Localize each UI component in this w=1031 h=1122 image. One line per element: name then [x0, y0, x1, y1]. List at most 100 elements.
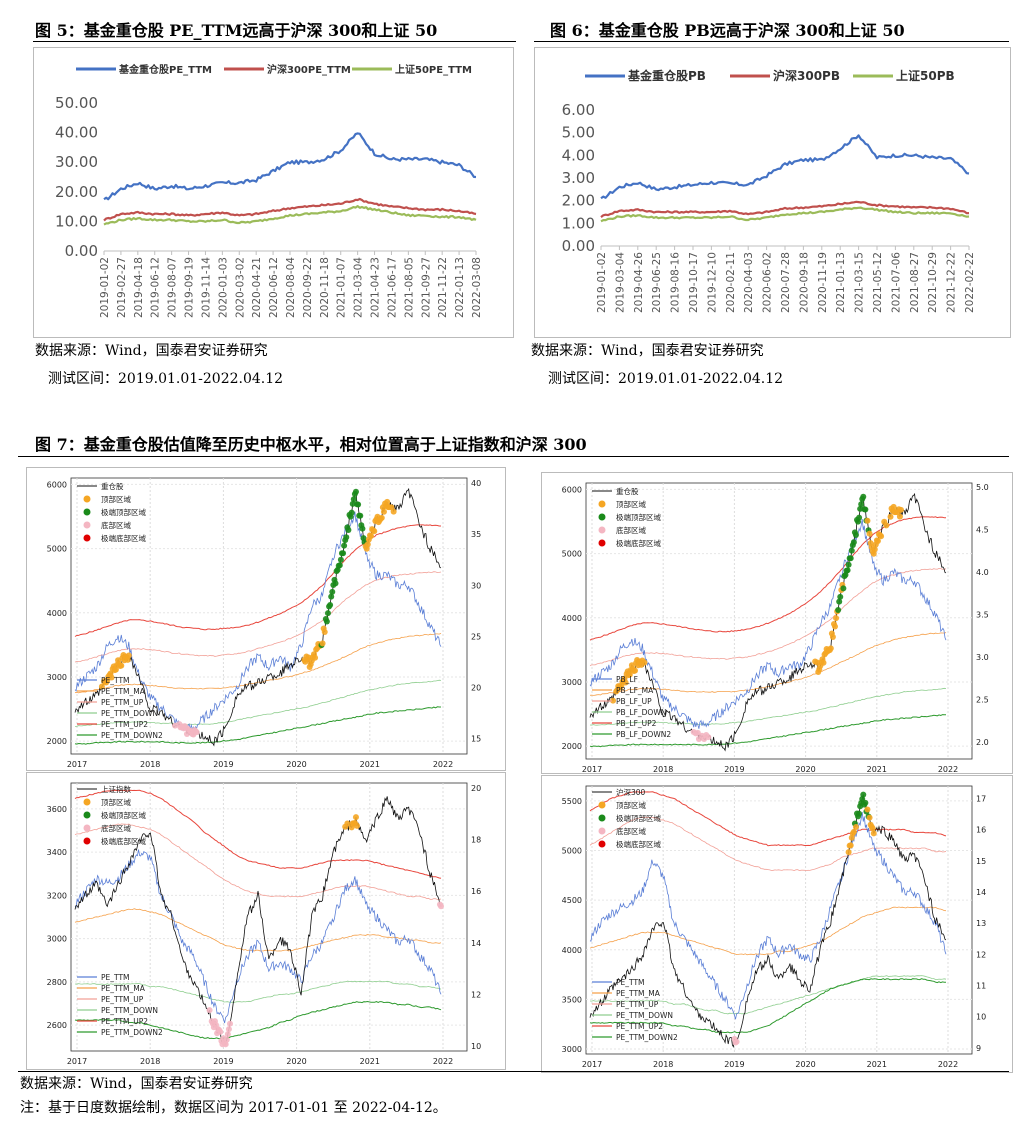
x-tick-label: 2022	[938, 1060, 958, 1069]
fig7-hs300-chart: 2017 2018 2019 2020 2021 2022 5500 5000 4500 4000…	[562, 785, 986, 1069]
legend-region-swatch	[598, 840, 606, 848]
extreme-top-marker	[844, 567, 851, 574]
y-tick-label: 2.00	[562, 192, 595, 210]
legend-region-swatch	[598, 513, 606, 521]
y-left-tick-label: 2000	[562, 742, 582, 751]
y-right-tick-label: 16	[471, 887, 481, 896]
x-tick-label: 2020-11-18	[319, 257, 331, 318]
fig5-source: 数据来源：Wind，国泰君安证券研究	[35, 343, 268, 359]
band-up-line	[74, 823, 442, 900]
x-tick-label: 2021-01-07	[336, 257, 348, 318]
y-right-tick-label: 2.5	[976, 696, 989, 705]
x-tick-label: 2021-03-15	[854, 252, 866, 313]
y-tick-label: 4.00	[562, 146, 595, 164]
top-marker	[354, 822, 361, 829]
plot-frame	[70, 477, 468, 755]
legend-region-swatch	[598, 500, 606, 508]
legend-region-swatch	[83, 521, 91, 529]
bottom-marker	[694, 729, 701, 736]
series-line-0	[103, 132, 477, 201]
series-line-2	[600, 206, 970, 223]
band-up2-line	[589, 516, 946, 641]
legend-label-1: 沪深300PB	[773, 68, 840, 83]
y-tick-label: 5.00	[562, 124, 595, 142]
x-tick-label: 2018	[653, 765, 673, 773]
y-left-tick-label: 3000	[562, 1045, 582, 1054]
y-left-tick-label: 5000	[47, 545, 67, 554]
x-tick-label: 2019-01-02	[596, 252, 608, 313]
legend-top-label: 重仓股	[101, 481, 124, 491]
legend: 基金重仓股PB 沪深300PB 上证50PB	[585, 68, 955, 83]
legend-region-swatch	[83, 824, 91, 832]
y-left-tick-label: 3200	[47, 891, 67, 900]
region-markers	[98, 488, 397, 738]
legend-bottom-label: PB_LF_UP	[616, 697, 652, 706]
region-markers	[206, 814, 444, 1048]
legend-bottom-label: PE_TTM_UP	[101, 995, 144, 1004]
x-tick-label: 2020-03-02	[234, 257, 246, 318]
valuation-line	[74, 849, 442, 1024]
top-marker	[883, 522, 890, 529]
y-right-tick-label: 25	[471, 632, 481, 641]
top-marker	[829, 634, 836, 641]
top-marker	[312, 654, 319, 661]
x-tick-label: 2021	[360, 1057, 380, 1066]
extreme-top-marker	[329, 588, 336, 595]
fig6-chart: 基金重仓股PB 沪深300PB 上证50PB 6.00 5.00 4.00 3.00 2.00…	[562, 68, 976, 313]
top-marker	[364, 541, 371, 548]
series-line-1	[600, 200, 970, 218]
top-marker	[850, 828, 857, 835]
top-marker	[874, 538, 881, 545]
x-tick-label: 2019-04-26	[633, 252, 645, 313]
legend-bottom: PB_LF PB_LF_MA PB_LF_UP PB_LF_DOWN PB_LF_UP2…	[592, 675, 671, 739]
band-up-line	[74, 571, 442, 663]
legend-bottom-label: PE_TTM_MA	[101, 687, 146, 696]
x-tick-label: 2021-08-27	[909, 252, 921, 313]
fig5-chart-panel: 基金重仓股PE_TTM 沪深300PE_TTM 上证50PE_TTM 50.00 40.…	[33, 47, 514, 338]
bottom-marker	[224, 1031, 231, 1038]
fig6-source: 数据来源：Wind，国泰君安证券研究	[531, 343, 764, 359]
x-tick-label: 2017	[67, 760, 87, 769]
legend-top-label: 上证指数	[101, 784, 131, 794]
y-right-tick-label: 4.5	[976, 526, 989, 535]
legend-bottom-label: PB_LF_UP2	[616, 719, 657, 728]
x-tick-label: 2019	[213, 1057, 233, 1066]
fig6-range: 测试区间：2019.01.01-2022.04.12	[548, 371, 784, 387]
y-right-tick-label: 11	[976, 981, 986, 990]
x-tick-label: 2019-06-12	[150, 257, 162, 318]
band-up2-line	[74, 789, 442, 879]
bottom-marker	[225, 1026, 232, 1033]
legend-top-label: 极端底部区域	[616, 538, 661, 548]
fig7-fund-pb-chart: 2017 2018 2019 2020 2021 2022 6000 5000 4000 3000…	[562, 482, 989, 774]
y-right-tick-label: 12	[976, 950, 986, 959]
legend-top-label: 顶部区域	[101, 494, 131, 504]
legend-bottom-label: PE_TTM_UP2	[101, 1017, 148, 1026]
top-marker	[896, 513, 903, 520]
extreme-top-marker	[341, 542, 348, 549]
y-tick-label: 30.00	[55, 153, 98, 171]
legend-bottom: PE_TTM PE_TTM_MA PE_TTM_UP PE_TTM_DOWN PE_TT…	[77, 973, 163, 1037]
y-tick-label: 6.00	[562, 101, 595, 119]
y-right-tick-label: 35	[471, 530, 481, 539]
y-right-tick-label: 10	[976, 1013, 986, 1022]
fig7-panel-fund-pb: 2017 2018 2019 2020 2021 2022 6000 5000 4000 3000…	[541, 472, 1013, 774]
bottom-marker	[705, 734, 712, 741]
top-marker	[118, 662, 125, 669]
legend-top-label: 重仓股	[616, 486, 639, 496]
legend-bottom-label: PB_LF_MA	[616, 686, 654, 695]
legend-top-label: 底部区域	[616, 525, 646, 535]
y-left-tick-label: 4000	[562, 614, 582, 623]
extreme-top-marker	[328, 593, 335, 600]
x-tick-label: 2022-01-13	[454, 257, 466, 318]
x-tick-label: 2019-01-02	[99, 257, 111, 318]
fig5-range: 测试区间：2019.01.01-2022.04.12	[48, 371, 284, 387]
x-tick-label: 2018	[653, 1060, 673, 1069]
x-tick-label: 2019-10-17	[688, 252, 700, 313]
series-line-1	[103, 197, 477, 222]
top-marker	[878, 533, 885, 540]
extreme-top-marker	[340, 550, 347, 557]
fig7-source: 数据来源：Wind，国泰君安证券研究	[20, 1076, 253, 1092]
top-marker	[380, 508, 387, 515]
extreme-top-marker	[840, 585, 847, 592]
